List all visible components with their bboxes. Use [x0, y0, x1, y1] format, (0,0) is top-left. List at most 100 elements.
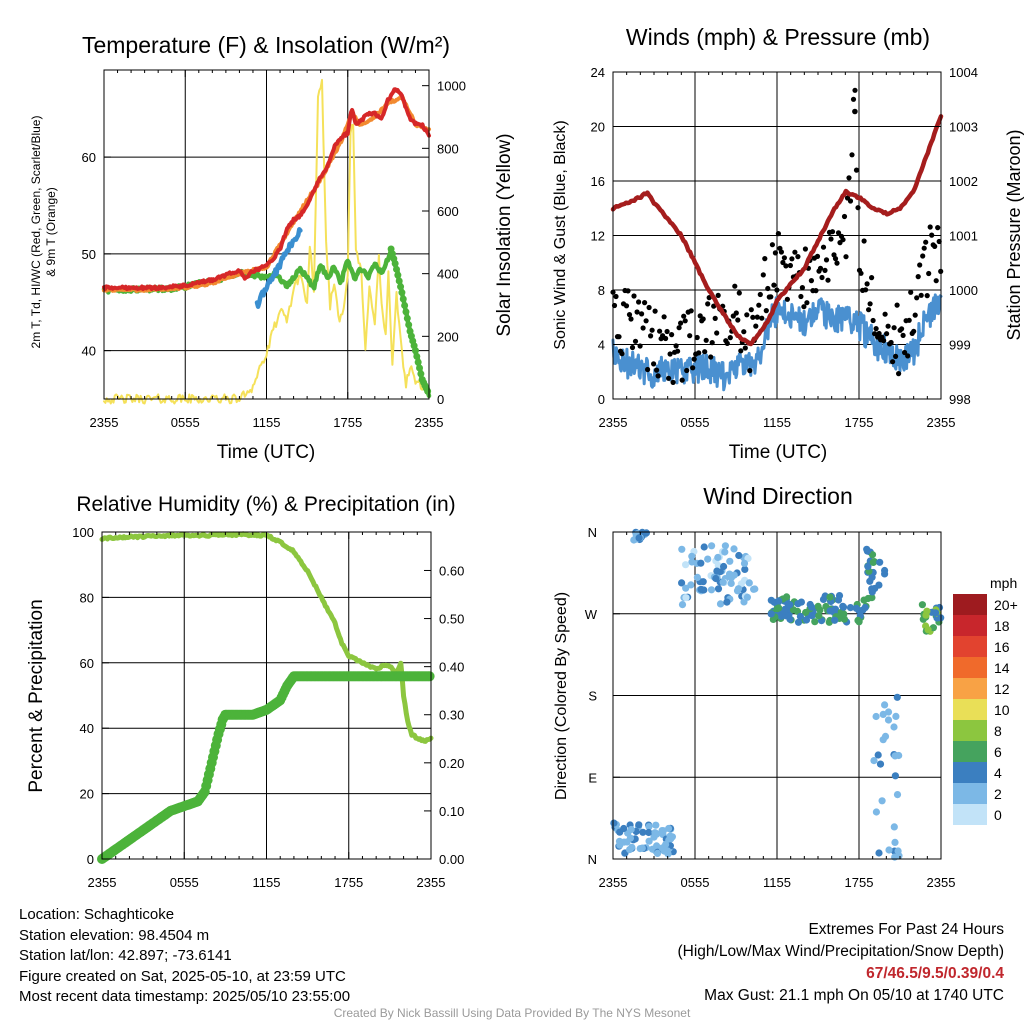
gust-point	[613, 293, 619, 300]
direction-point	[890, 823, 898, 831]
y-tick-label-right: 999	[949, 338, 971, 353]
y-tick-label-right: 0.10	[439, 804, 464, 819]
gust-point	[724, 340, 730, 346]
dewpoint-point	[414, 358, 422, 366]
gust-point	[814, 253, 821, 259]
y-tick-label-left: 60	[82, 150, 96, 165]
direction-point	[876, 760, 885, 768]
gust-point	[789, 256, 795, 262]
direction-point	[923, 607, 931, 615]
legend-label: 8	[994, 723, 1002, 739]
gust-point	[873, 326, 879, 332]
temperature-x-axis-label: Time (UTC)	[217, 442, 316, 463]
gust-point	[798, 293, 804, 300]
direction-point	[626, 846, 634, 854]
gust-point	[787, 262, 794, 269]
direction-point	[652, 821, 660, 829]
direction-point	[895, 852, 903, 860]
gust-point	[932, 243, 938, 249]
direction-point	[712, 574, 720, 583]
direction-point	[645, 837, 653, 845]
humidity-grid	[102, 531, 431, 860]
gust-point	[882, 311, 888, 317]
x-tick-label: 0555	[171, 415, 200, 430]
gust-point	[727, 335, 733, 341]
gust-point	[915, 274, 921, 280]
gust-point	[801, 304, 807, 310]
direction-point	[723, 598, 731, 606]
gust-point	[736, 290, 742, 296]
direction-point	[665, 824, 673, 833]
direction-point	[846, 604, 855, 612]
y-tick-label-right: 0.00	[439, 852, 464, 867]
gust-point	[763, 308, 769, 314]
elevation-text: Station elevation: 98.4504 m	[19, 926, 210, 944]
gust-point	[631, 293, 637, 299]
x-tick-label: 2355	[927, 415, 956, 430]
legend-swatch	[953, 741, 987, 762]
x-tick-label: 1155	[763, 415, 791, 430]
direction-point	[872, 712, 880, 721]
legend-swatch	[953, 699, 987, 720]
gust-point	[802, 246, 809, 252]
legend-swatch	[953, 783, 987, 804]
y-tick-label-left: 80	[80, 590, 94, 605]
gust-point	[911, 328, 917, 334]
gust-point	[673, 343, 679, 349]
gust-point	[902, 349, 908, 356]
direction-point	[720, 562, 728, 571]
gust-point	[639, 311, 645, 317]
gust-point	[628, 316, 634, 322]
gust-point	[663, 335, 669, 342]
temperature-series	[101, 78, 432, 405]
gust-point	[935, 225, 941, 231]
direction-point	[639, 828, 647, 836]
gust-point	[645, 366, 651, 373]
gust-point	[649, 327, 655, 333]
gust-point	[657, 328, 663, 334]
y-tick-label-right: 600	[437, 204, 459, 219]
gust-point	[921, 245, 927, 251]
gust-point	[623, 303, 630, 309]
x-tick-label: 2355	[415, 415, 444, 430]
direction-point	[892, 712, 900, 721]
extremes-title: Extremes For Past 24 Hours	[808, 921, 1004, 938]
direction-point	[658, 827, 666, 835]
dewpoint-point	[402, 308, 410, 316]
legend-swatch	[953, 594, 987, 615]
gust-point	[905, 353, 911, 359]
gust-point	[626, 312, 633, 318]
gust-point	[888, 339, 894, 346]
temperature-panel: Temperature (F) & Insolation (W/m²) Time…	[29, 32, 515, 463]
y-tick-label-right: 0.60	[439, 563, 464, 578]
gust-point	[688, 308, 694, 314]
direction-point	[885, 846, 893, 854]
gust-point	[920, 253, 926, 259]
precipitation-point	[424, 671, 435, 682]
max-gust-text: Max Gust: 21.1 mph On 05/10 at 1740 UTC	[704, 987, 1004, 1004]
dewpoint-point	[417, 370, 425, 378]
y-tick-label-left: 8	[598, 283, 605, 298]
gust-point	[914, 295, 920, 301]
y-tick-label-left: 50	[82, 247, 96, 262]
direction-point	[834, 596, 843, 604]
direction-point	[839, 602, 847, 610]
gust-point	[822, 267, 828, 273]
wind-direction-points	[610, 528, 945, 861]
direction-point	[697, 559, 705, 567]
y-tick-label-right: 1000	[437, 79, 466, 94]
temperature-ticks: 2355 0555 1155 1755 235540506002004006008001…	[82, 70, 466, 430]
direction-point	[891, 838, 899, 847]
dewpoint-point	[399, 295, 407, 303]
winds-ticks: 2355 0555 1155 1755 2355 0 4 8 12 16 20 24 998 999 100…	[591, 65, 978, 430]
legend-label: 10	[994, 702, 1010, 718]
gust-point	[678, 320, 684, 326]
humidity-ticks: 2355 0555 1155 1755 2355 0 20 40 60 80 100 0.00 0.10…	[72, 525, 464, 890]
direction-point	[620, 824, 628, 833]
y-tick-label-left: 12	[591, 229, 605, 244]
direction-point	[651, 829, 659, 837]
direction-point	[869, 558, 877, 567]
direction-point	[775, 604, 783, 612]
gust-point	[912, 312, 918, 318]
gust-point	[747, 368, 753, 374]
